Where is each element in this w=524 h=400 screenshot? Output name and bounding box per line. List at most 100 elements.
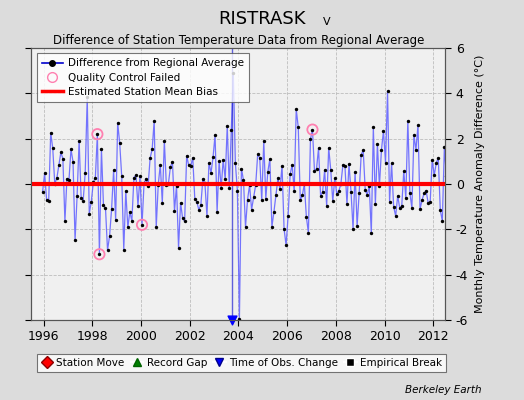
Point xyxy=(42,197,51,204)
Point xyxy=(270,209,278,215)
Point xyxy=(196,201,205,208)
Point xyxy=(124,224,132,231)
Point xyxy=(347,188,355,195)
Point xyxy=(49,145,57,152)
Point xyxy=(365,183,374,190)
Point xyxy=(107,206,116,212)
Point xyxy=(284,212,292,219)
Point xyxy=(189,154,197,161)
Point xyxy=(85,210,93,217)
Point xyxy=(225,184,234,191)
Point xyxy=(158,200,167,206)
Point xyxy=(444,149,453,155)
Point xyxy=(177,200,185,206)
Point xyxy=(237,165,246,172)
Point xyxy=(276,186,284,192)
Point xyxy=(203,213,211,220)
Point xyxy=(45,198,53,204)
Point xyxy=(52,175,61,182)
Point xyxy=(449,171,457,177)
Point xyxy=(428,157,436,163)
Point xyxy=(400,168,408,174)
Text: Berkeley Earth: Berkeley Earth xyxy=(406,385,482,395)
Point xyxy=(221,176,230,183)
Point xyxy=(306,136,314,142)
Point xyxy=(406,190,414,196)
Point xyxy=(375,183,384,189)
Point xyxy=(243,196,252,203)
Point xyxy=(242,224,250,230)
Point xyxy=(290,188,298,195)
Point xyxy=(228,317,236,323)
Point xyxy=(252,182,260,188)
Point xyxy=(312,166,321,172)
Point xyxy=(130,174,138,181)
Point xyxy=(296,197,304,204)
Point xyxy=(132,172,140,178)
Point xyxy=(302,214,311,220)
Point xyxy=(178,215,187,221)
Point xyxy=(170,208,179,214)
Point xyxy=(345,161,353,167)
Point xyxy=(385,198,394,205)
Point xyxy=(138,222,146,228)
Point xyxy=(329,198,337,204)
Point xyxy=(440,144,449,150)
Point xyxy=(401,195,410,201)
Point xyxy=(95,251,104,258)
Point xyxy=(308,126,316,133)
Point xyxy=(432,160,441,166)
Point xyxy=(205,159,213,166)
Point xyxy=(247,206,256,213)
Point xyxy=(254,151,262,158)
Point xyxy=(272,192,280,198)
Point xyxy=(69,159,77,165)
Point xyxy=(264,168,272,175)
Point xyxy=(87,198,95,205)
Point xyxy=(286,171,294,178)
Point xyxy=(322,203,331,209)
Point xyxy=(122,188,130,194)
Point xyxy=(349,226,357,232)
Point xyxy=(369,124,377,130)
Point xyxy=(187,163,195,169)
Point xyxy=(47,130,55,136)
Point xyxy=(191,195,199,202)
Point xyxy=(403,117,412,124)
Point xyxy=(391,213,400,219)
Point xyxy=(384,88,392,94)
Point xyxy=(112,217,120,223)
Point xyxy=(146,155,155,161)
Point xyxy=(79,197,88,204)
Point xyxy=(75,137,83,144)
Point xyxy=(280,226,288,232)
Point xyxy=(394,192,402,199)
Point xyxy=(168,159,177,165)
Point xyxy=(160,138,169,144)
Point xyxy=(414,122,422,128)
Point xyxy=(223,122,232,129)
Point xyxy=(298,192,307,198)
Point xyxy=(73,193,81,199)
Point xyxy=(292,106,300,112)
Point xyxy=(361,187,369,193)
Point xyxy=(164,180,172,187)
Point xyxy=(268,224,276,230)
Point xyxy=(359,147,367,153)
Point xyxy=(217,185,225,191)
Point xyxy=(310,168,319,174)
Title: Difference of Station Temperature Data from Regional Average: Difference of Station Temperature Data f… xyxy=(53,34,424,47)
Point xyxy=(239,177,248,184)
Point xyxy=(351,168,359,175)
Point xyxy=(367,230,376,236)
Point xyxy=(377,146,386,153)
Point xyxy=(436,207,444,214)
Point xyxy=(103,247,112,253)
Point xyxy=(408,205,416,211)
Point xyxy=(83,94,91,101)
Point xyxy=(128,218,136,224)
Point xyxy=(396,205,404,211)
Point xyxy=(229,70,237,76)
Point xyxy=(371,201,379,208)
Point xyxy=(172,182,181,189)
